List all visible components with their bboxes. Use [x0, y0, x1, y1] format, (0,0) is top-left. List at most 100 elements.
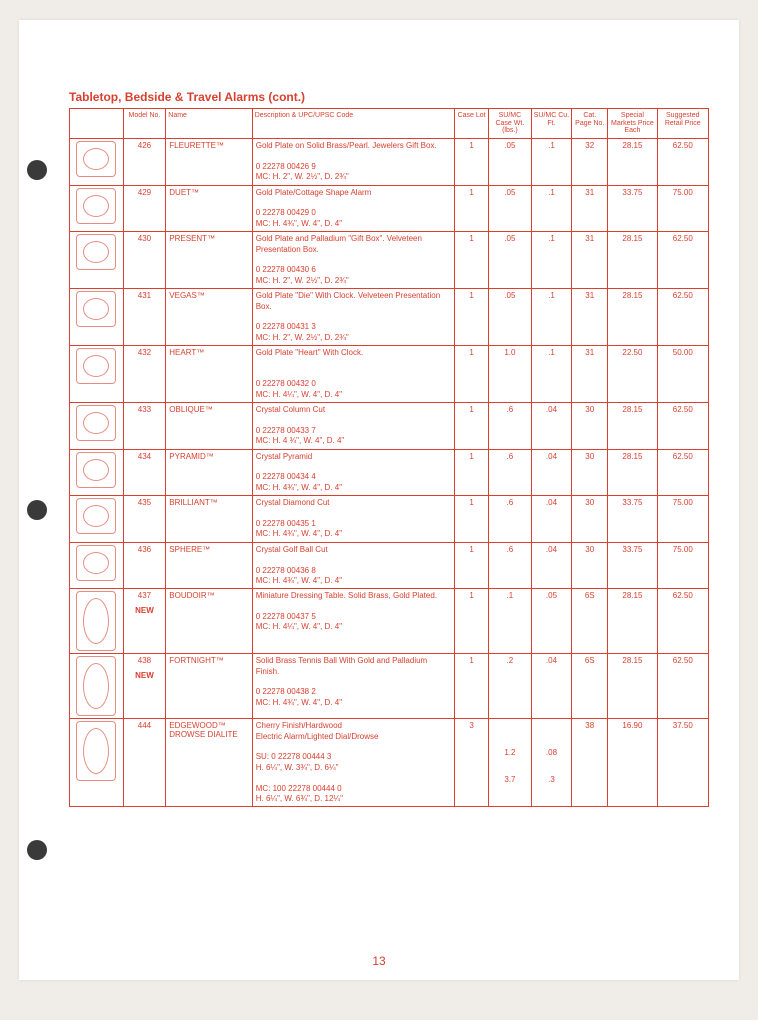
cell-desc: Miniature Dressing Table. Solid Brass, G… — [252, 589, 454, 654]
cell-case: 3 — [455, 719, 489, 807]
cell-desc: Solid Brass Tennis Ball With Gold and Pa… — [252, 654, 454, 719]
cell-name: BRILLIANT™ — [166, 496, 252, 543]
cell-cat: 31 — [572, 346, 608, 403]
table-body: 426FLEURETTE™Gold Plate on Solid Brass/P… — [70, 139, 709, 807]
cell-model: 435 — [123, 496, 166, 543]
cell-cuft: .04 — [531, 542, 571, 589]
table-row: 426FLEURETTE™Gold Plate on Solid Brass/P… — [70, 139, 709, 186]
cell-case: 1 — [455, 589, 489, 654]
cell-model: 437NEW — [123, 589, 166, 654]
cell-image — [70, 232, 124, 289]
table-row: 438NEWFORTNIGHT™Solid Brass Tennis Ball … — [70, 654, 709, 719]
cell-image — [70, 719, 124, 807]
cell-desc: Crystal Golf Ball Cut0 22278 00436 8MC: … — [252, 542, 454, 589]
cell-name: EDGEWOOD™ DROWSE DIALITE — [166, 719, 252, 807]
cell-model: 434 — [123, 449, 166, 496]
col-image — [70, 109, 124, 139]
product-sketch-icon — [76, 234, 116, 270]
cell-case: 1 — [455, 289, 489, 346]
cell-price: 22.50 — [608, 346, 657, 403]
cell-desc: Crystal Diamond Cut0 22278 00435 1MC: H.… — [252, 496, 454, 543]
cell-retail: 62.50 — [657, 139, 708, 186]
col-cuft: SU/MC Cu. Ft. — [531, 109, 571, 139]
cell-name: OBLIQUE™ — [166, 403, 252, 450]
product-sketch-icon — [76, 188, 116, 224]
col-price: Special Markets Price Each — [608, 109, 657, 139]
cell-image — [70, 403, 124, 450]
cell-price: 28.15 — [608, 139, 657, 186]
cell-model: 444 — [123, 719, 166, 807]
col-wt: SU/MC Case Wt. (lbs.) — [489, 109, 532, 139]
cell-name: PRESENT™ — [166, 232, 252, 289]
cell-desc: Gold Plate "Heart" With Clock.0 22278 00… — [252, 346, 454, 403]
col-model: Model No. — [123, 109, 166, 139]
cell-cuft: .04 — [531, 654, 571, 719]
product-sketch-icon — [76, 656, 116, 716]
cell-cat: 30 — [572, 403, 608, 450]
cell-cuft: .1 — [531, 185, 571, 232]
cell-case: 1 — [455, 542, 489, 589]
cell-wt: 1.23.7 — [489, 719, 532, 807]
col-name: Name — [166, 109, 252, 139]
cell-desc: Crystal Column Cut0 22278 00433 7MC: H. … — [252, 403, 454, 450]
page-content: Tabletop, Bedside & Travel Alarms (cont.… — [19, 20, 739, 827]
cell-retail: 75.00 — [657, 542, 708, 589]
cell-retail: 37.50 — [657, 719, 708, 807]
cell-wt: .6 — [489, 496, 532, 543]
cell-case: 1 — [455, 139, 489, 186]
product-sketch-icon — [76, 405, 116, 441]
cell-name: DUET™ — [166, 185, 252, 232]
cell-image — [70, 542, 124, 589]
cell-retail: 50.00 — [657, 346, 708, 403]
col-cat: Cat. Page No. — [572, 109, 608, 139]
cell-price: 33.75 — [608, 185, 657, 232]
cell-cat: 38 — [572, 719, 608, 807]
cell-price: 28.15 — [608, 232, 657, 289]
cell-model: 430 — [123, 232, 166, 289]
cell-cat: 6S — [572, 589, 608, 654]
cell-wt: 1.0 — [489, 346, 532, 403]
product-sketch-icon — [76, 721, 116, 781]
punch-hole — [27, 500, 47, 520]
cell-cuft: .08.3 — [531, 719, 571, 807]
cell-model: 438NEW — [123, 654, 166, 719]
cell-image — [70, 185, 124, 232]
cell-model: 429 — [123, 185, 166, 232]
cell-image — [70, 654, 124, 719]
cell-case: 1 — [455, 232, 489, 289]
cell-case: 1 — [455, 449, 489, 496]
cell-case: 1 — [455, 403, 489, 450]
product-sketch-icon — [76, 452, 116, 488]
cell-cuft: .04 — [531, 496, 571, 543]
product-sketch-icon — [76, 141, 116, 177]
cell-cuft: .05 — [531, 589, 571, 654]
cell-desc: Gold Plate on Solid Brass/Pearl. Jeweler… — [252, 139, 454, 186]
cell-desc: Gold Plate and Palladium "Gift Box". Vel… — [252, 232, 454, 289]
cell-name: SPHERE™ — [166, 542, 252, 589]
table-row: 435BRILLIANT™Crystal Diamond Cut0 22278 … — [70, 496, 709, 543]
cell-name: PYRAMID™ — [166, 449, 252, 496]
cell-case: 1 — [455, 496, 489, 543]
product-table: Model No. Name Description & UPC/UPSC Co… — [69, 108, 709, 807]
cell-name: VEGAS™ — [166, 289, 252, 346]
product-sketch-icon — [76, 498, 116, 534]
cell-wt: .05 — [489, 289, 532, 346]
table-row: 430PRESENT™Gold Plate and Palladium "Gif… — [70, 232, 709, 289]
table-row: 434PYRAMID™Crystal Pyramid0 22278 00434 … — [70, 449, 709, 496]
cell-case: 1 — [455, 185, 489, 232]
punch-hole — [27, 160, 47, 180]
cell-cat: 31 — [572, 185, 608, 232]
page-title: Tabletop, Bedside & Travel Alarms (cont.… — [69, 90, 709, 104]
cell-image — [70, 449, 124, 496]
cell-name: HEART™ — [166, 346, 252, 403]
cell-retail: 75.00 — [657, 185, 708, 232]
product-sketch-icon — [76, 291, 116, 327]
cell-case: 1 — [455, 654, 489, 719]
cell-desc: Gold Plate "Die" With Clock. Velveteen P… — [252, 289, 454, 346]
table-row: 444EDGEWOOD™ DROWSE DIALITECherry Finish… — [70, 719, 709, 807]
cell-image — [70, 139, 124, 186]
cell-cat: 32 — [572, 139, 608, 186]
page-number: 13 — [19, 954, 739, 968]
cell-price: 16.90 — [608, 719, 657, 807]
cell-price: 28.15 — [608, 654, 657, 719]
